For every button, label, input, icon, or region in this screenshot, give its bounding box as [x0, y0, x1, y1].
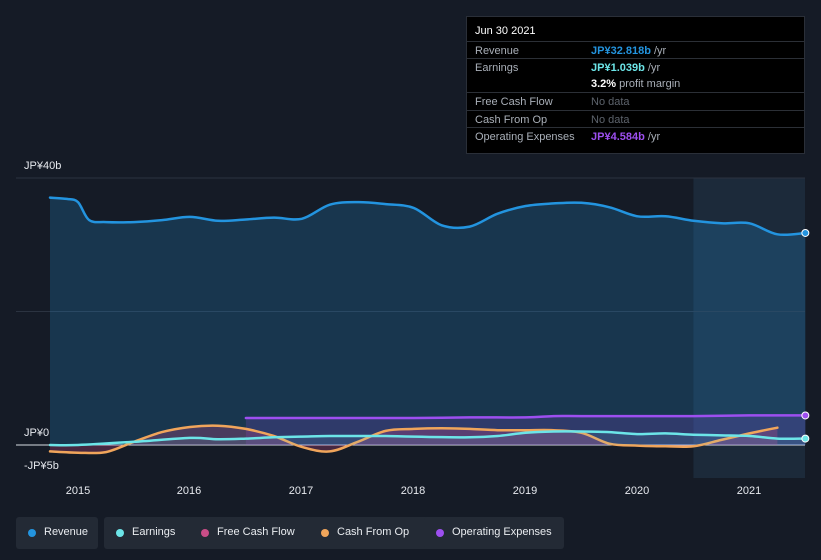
tooltip-label: Revenue — [475, 45, 520, 57]
tooltip-label: Free Cash Flow — [475, 96, 553, 108]
x-tick-label: 2015 — [65, 485, 91, 497]
legend-dot — [321, 529, 329, 537]
tooltip-row-earnings: Earnings JP¥1.039b /yr — [467, 58, 804, 76]
legend-label: Free Cash Flow — [217, 526, 295, 538]
y-tick-label: JP¥40b — [24, 160, 62, 172]
tooltip-date: Jun 30 2021 — [475, 25, 536, 37]
tooltip-value: JP¥4.584b — [591, 131, 645, 143]
x-tick-label: 2016 — [176, 485, 202, 497]
highlight-zone — [693, 178, 805, 478]
earnings-line — [48, 430, 807, 447]
tooltip-panel: Jun 30 2021 Revenue JP¥32.818b /yr Earni… — [466, 16, 805, 154]
tooltip-value: JP¥1.039b — [591, 62, 645, 74]
legend-item-cash-from-op[interactable]: Cash From Op — [309, 517, 435, 549]
cash-from-op-area — [50, 425, 778, 454]
tooltip-value: No data — [591, 114, 630, 126]
operating-expenses-line — [244, 414, 807, 420]
y-tick-label: -JP¥5b — [24, 460, 59, 472]
cash-from-op-line — [48, 424, 779, 455]
legend-item-earnings[interactable]: Earnings — [104, 517, 200, 549]
x-tick-label: 2018 — [400, 485, 426, 497]
legend-item-free-cash-flow[interactable]: Free Cash Flow — [189, 517, 319, 549]
x-tick-label: 2017 — [288, 485, 314, 497]
tooltip-value: JP¥32.818b — [591, 45, 651, 57]
tooltip-label: Operating Expenses — [475, 131, 575, 143]
earnings-area — [50, 431, 806, 446]
tooltip-label: Earnings — [475, 62, 519, 74]
x-tick-label: 2019 — [512, 485, 538, 497]
y-tick-label: JP¥0 — [24, 427, 50, 439]
operating-expenses-end-marker — [801, 411, 810, 420]
x-tick-label: 2020 — [624, 485, 650, 497]
legend-label: Operating Expenses — [452, 526, 552, 538]
legend-dot — [201, 529, 209, 537]
revenue-area — [50, 197, 806, 445]
legend-item-operating-expenses[interactable]: Operating Expenses — [424, 517, 564, 549]
legend-label: Revenue — [44, 526, 89, 538]
legend-item-revenue[interactable]: Revenue — [16, 517, 98, 549]
x-tick-label: 2021 — [736, 485, 762, 497]
tooltip-row-revenue: Revenue JP¥32.818b /yr — [467, 41, 804, 59]
tooltip-unit: /yr — [654, 45, 667, 57]
tooltip-label: Cash From Op — [475, 114, 548, 126]
tooltip-unit: /yr — [647, 131, 661, 143]
legend-label: Cash From Op — [337, 526, 410, 538]
legend-dot — [116, 529, 124, 537]
legend-dot — [28, 529, 36, 537]
legend-dot — [436, 529, 444, 537]
tooltip-row-margin: 3.2% profit margin — [467, 75, 804, 92]
tooltip-row-opex: Operating Expenses JP¥4.584b /yr — [467, 127, 804, 145]
tooltip-row-fcf: Free Cash Flow No data — [467, 92, 804, 110]
revenue-end-marker — [801, 228, 810, 237]
tooltip-row-cfo: Cash From Op No data — [467, 110, 804, 128]
tooltip-unit: profit margin — [619, 78, 681, 90]
tooltip-value: 3.2% — [591, 78, 617, 90]
legend-label: Earnings — [132, 526, 176, 538]
tooltip-unit: /yr — [647, 62, 661, 74]
revenue-line — [48, 196, 807, 237]
tooltip-value: No data — [591, 96, 630, 108]
earnings-end-marker — [801, 434, 810, 443]
